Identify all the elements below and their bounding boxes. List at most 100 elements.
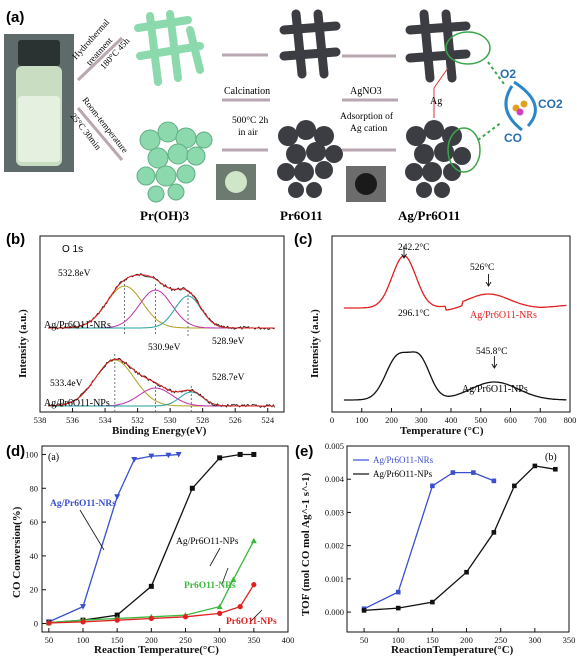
ag-nanoparticles [405, 120, 471, 198]
tpr-peak-label-1: 242.2°C [398, 242, 430, 253]
conv-xtick-label: 300 [213, 635, 226, 645]
calcination-cond-2: in air [238, 128, 259, 138]
tof-ylabel: TOF (mol CO mol Ag^-1 s^-1) [300, 472, 312, 616]
panel-label-a: (a) [6, 9, 24, 26]
conv-series-label-pr-nps: Pr6O11-NPs [226, 617, 277, 627]
conv-point [250, 537, 257, 544]
xps-series-label-nps: Ag/Pr6O11-NPs [44, 398, 110, 409]
xps-xtick-label: 534 [99, 415, 113, 425]
conv-point [165, 452, 172, 459]
conv-point [216, 603, 223, 610]
conv-ytick-label: 100 [25, 449, 38, 459]
tpr-xtick-label: 200 [385, 415, 398, 425]
tof-legend-nps: Ag/Pr6O11-NPs [373, 469, 433, 479]
tof-ytick-label: 0.003 [325, 507, 344, 517]
tpr-xtick-label: 0 [330, 415, 334, 425]
tof-point [395, 589, 401, 595]
conv-point [148, 453, 155, 460]
conv-xtick-label: 400 [282, 635, 295, 645]
nanoparticles-dark [277, 120, 343, 198]
conv-xtick-label: 250 [179, 635, 192, 645]
tpr-xtick-label: 100 [355, 415, 368, 425]
conv-point [237, 451, 243, 457]
conv-point [230, 576, 237, 583]
conv-pointer-arrow [209, 547, 221, 567]
highlight-ellipse-bottom [447, 127, 481, 173]
tpr-chart-panel-c: (c) Intensity (a.u.) Temperature (°C) 0 1… [294, 231, 576, 437]
xps-ylabel: Intensity (a.u.) [17, 309, 29, 378]
xps-peak-label-3: 528.9eV [212, 337, 245, 347]
tof-ytick-label: 0.001 [325, 574, 344, 584]
conv-point [217, 455, 223, 461]
name-proh3: Pr(OH)3 [140, 208, 190, 223]
conv-series-line [48, 453, 179, 623]
conv-point [189, 485, 195, 491]
tof-xtick-label: 200 [460, 635, 473, 645]
xps-peak-label-2: 530.9eV [148, 343, 181, 353]
calcination-label: Calcination [224, 86, 270, 97]
vial-photo [4, 34, 74, 172]
tpr-series-label-nrs: Ag/Pr6O11-NRs [470, 310, 537, 321]
tof-point [491, 530, 497, 535]
xps-peak-label-1: 532.8eV [58, 269, 91, 279]
conv-point [46, 620, 52, 626]
xps-xtick-label: 526 [229, 415, 242, 425]
tof-series-line [363, 471, 495, 610]
conv-point [217, 610, 223, 616]
tof-ytick-label: 0.004 [325, 474, 345, 484]
conv-subtitle: (a) [48, 452, 59, 463]
conv-pointer-arrow [79, 509, 105, 551]
conv-point [114, 617, 120, 623]
nanorods-green [134, 10, 204, 86]
tof-point [532, 463, 538, 469]
tof-chart-panel-e: (e) (b) TOF (mol CO mol Ag^-1 s^-1) Reac… [295, 441, 576, 656]
route-arrow-top [76, 36, 124, 82]
tof-xtick-label: 50 [360, 635, 369, 645]
plot-frame-c [331, 235, 571, 413]
conv-ytick-label: 0 [34, 619, 38, 629]
tof-ytick-label: 0.002 [325, 541, 344, 551]
conv-ytick-label: 60 [30, 517, 39, 527]
tof-point [471, 470, 476, 475]
conv-series-line [48, 584, 255, 624]
conv-point [131, 457, 138, 463]
xps-chart-panel-b: (b) O 1s Intensity (a.u.) Binding Energy… [6, 231, 285, 437]
tpr-peak-label-3: 296.1°C [398, 308, 430, 319]
conv-series-label-ag-nrs: Ag/Pr6O11-NRs [50, 499, 116, 509]
conv-xtick-label: 100 [77, 635, 90, 645]
conv-xtick-label: 50 [45, 635, 54, 645]
tof-point [464, 569, 469, 575]
name-pr6o11: Pr6O11 [280, 208, 323, 223]
conv-pointer-arrow [249, 609, 263, 623]
xps-peak-label-4: 533.4eV [50, 379, 83, 389]
plot-frame-d [41, 445, 289, 633]
xps-series-label-nrs: Ag/Pr6O11-NRs [44, 320, 111, 331]
tof-point [491, 478, 497, 484]
tof-xtick-label: 350 [563, 635, 576, 645]
conv-xtick-label: 200 [145, 635, 158, 645]
conv-pointer-arrow [221, 567, 229, 585]
nanoparticles-green [136, 121, 213, 203]
conv-point [148, 583, 154, 589]
tpr-xtick-label: 500 [474, 415, 487, 425]
tof-point [430, 483, 435, 489]
o2-label: O2 [500, 67, 516, 81]
conv-xtick-label: 150 [111, 635, 124, 645]
conv-point [251, 582, 257, 588]
panel-label-c: (c) [294, 231, 312, 248]
tpr-peak-arrowhead [485, 281, 492, 287]
conv-xlabel: Reaction Temperature(°C) [94, 644, 219, 656]
conv-ytick-label: 40 [30, 551, 39, 561]
tof-point [395, 605, 401, 611]
tof-subtitle: (b) [545, 452, 557, 463]
tpr-xtick-label: 600 [504, 415, 517, 425]
conv-point [114, 612, 120, 618]
tof-point [361, 608, 367, 613]
conv-series-label-pr-nrs: Pr6O11-NRs [184, 581, 236, 591]
xps-fit-envelope [48, 358, 275, 407]
tpr-peak-label-4: 545.8°C [476, 346, 508, 357]
tof-ytick-label: 0.005 [325, 441, 344, 451]
highlight-ellipse-top [445, 31, 491, 65]
panel-label-d: (d) [6, 443, 25, 460]
tof-point [553, 466, 558, 472]
